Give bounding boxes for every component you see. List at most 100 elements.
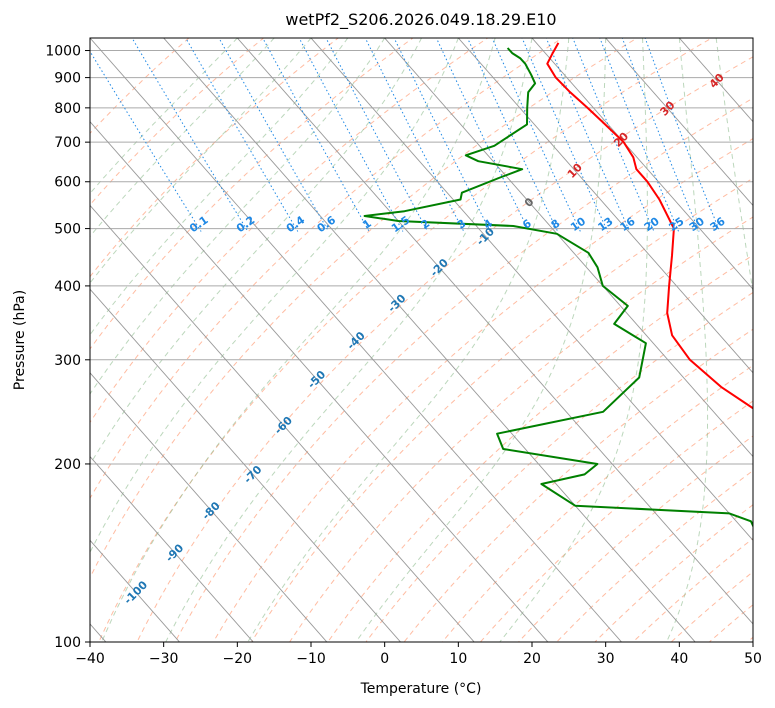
y-tick-label: 200 bbox=[54, 457, 81, 473]
mixing-ratio-label: 1 bbox=[360, 217, 374, 232]
mixing-ratio-label: 2 bbox=[419, 217, 433, 232]
isotherm-label: -60 bbox=[272, 414, 295, 437]
y-tick-label: 600 bbox=[54, 175, 81, 191]
dry-adiabat bbox=[90, 38, 489, 424]
x-axis-label: Temperature (°C) bbox=[360, 681, 482, 697]
dry-adiabat bbox=[479, 400, 753, 642]
dry-adiabat bbox=[90, 38, 414, 350]
x-tick-label: −20 bbox=[223, 651, 253, 667]
mixing-ratio-line bbox=[491, 38, 581, 232]
mixing-ratio-label: 0.1 bbox=[187, 213, 210, 235]
mixing-ratio-line bbox=[435, 38, 530, 232]
isotherm-line bbox=[90, 372, 328, 642]
isotherm-label: -70 bbox=[241, 463, 264, 486]
y-tick-label: 800 bbox=[54, 101, 81, 117]
y-tick-label: 100 bbox=[54, 635, 81, 651]
isotherm-line bbox=[163, 38, 696, 642]
dry-adiabat bbox=[174, 97, 753, 642]
chart-title: wetPf2_S206.2026.049.18.29.E10 bbox=[285, 10, 556, 30]
x-tick-label: 30 bbox=[597, 651, 615, 667]
mixing-ratio-line bbox=[185, 38, 299, 232]
moist-adiabat bbox=[165, 38, 533, 642]
isotherm-line bbox=[0, 26, 56, 669]
mixing-ratio-line bbox=[599, 38, 680, 232]
isotherm-label: -100 bbox=[121, 578, 150, 607]
isotherm-label: 30 bbox=[658, 98, 678, 118]
mixing-ratio-label: 1.5 bbox=[389, 213, 412, 235]
isotherm-line bbox=[605, 38, 753, 207]
dry-adiabat bbox=[289, 216, 753, 642]
y-tick-label: 300 bbox=[54, 353, 81, 369]
x-tick-label: 20 bbox=[523, 651, 541, 667]
moist-adiabat bbox=[666, 38, 709, 642]
isotherm-line bbox=[752, 38, 753, 39]
mixing-ratio-label: 20 bbox=[642, 214, 662, 234]
isotherm-line bbox=[90, 288, 402, 642]
isotherm-label: 40 bbox=[707, 71, 727, 91]
mixing-ratio-line bbox=[90, 50, 202, 232]
moist-adiabat bbox=[90, 38, 275, 238]
moist-adiabat bbox=[715, 38, 753, 296]
x-tick-label: 50 bbox=[744, 651, 762, 667]
isotherm-label: -50 bbox=[305, 368, 328, 391]
x-tick-label: −10 bbox=[296, 651, 326, 667]
dry-adiabat bbox=[90, 38, 340, 278]
dry-adiabat bbox=[403, 328, 753, 642]
isotherm-label: -40 bbox=[345, 329, 368, 352]
mixing-ratio-label: 0.2 bbox=[234, 213, 257, 235]
moist-adiabat bbox=[90, 38, 312, 284]
isotherm-line bbox=[90, 38, 623, 642]
dry-adiabat bbox=[632, 537, 753, 642]
isotherm-label: -20 bbox=[428, 256, 451, 279]
y-tick-label: 700 bbox=[54, 135, 81, 151]
isotherm-line bbox=[310, 38, 753, 541]
isotherm-label: -90 bbox=[163, 541, 186, 564]
moist-adiabat bbox=[90, 38, 422, 466]
moist-adiabat bbox=[90, 38, 238, 195]
isotherm-line bbox=[90, 121, 549, 642]
profile-lines bbox=[363, 42, 753, 529]
x-axis: −40 −30 −20 −10 0 10 20 30 40 50 bbox=[75, 642, 762, 667]
isotherm-line bbox=[90, 455, 254, 642]
mixing-ratio-line bbox=[572, 38, 655, 232]
dewpoint-line bbox=[363, 47, 753, 529]
isotherm-line bbox=[531, 38, 753, 290]
dry-adiabat bbox=[98, 38, 713, 642]
mixing-ratio-label: 16 bbox=[618, 214, 638, 234]
plot-frame bbox=[89, 37, 754, 643]
x-tick-label: −30 bbox=[149, 651, 179, 667]
dry-adiabat bbox=[327, 254, 753, 642]
dry-adiabat bbox=[755, 26, 775, 668]
dry-adiabat bbox=[517, 435, 753, 642]
isotherm-label: -30 bbox=[385, 292, 408, 315]
isotherm-line bbox=[678, 38, 753, 123]
mixing-ratio-label: 36 bbox=[708, 214, 728, 234]
mixing-ratio-line bbox=[218, 38, 330, 232]
isotherm-label: -80 bbox=[200, 499, 223, 522]
y-tick-label: 500 bbox=[54, 222, 81, 238]
y-tick-label: 900 bbox=[54, 71, 81, 87]
x-tick-label: 10 bbox=[449, 651, 467, 667]
isotherm-label: 0 bbox=[522, 195, 537, 210]
moist-adiabat bbox=[247, 38, 570, 642]
y-tick-label: 1000 bbox=[45, 44, 81, 60]
mixing-ratio-line bbox=[545, 38, 631, 232]
moist-adiabat bbox=[90, 38, 349, 336]
isotherm-line bbox=[457, 38, 753, 374]
moist-adiabat bbox=[90, 38, 386, 395]
dry-adiabat bbox=[365, 291, 753, 642]
dry-adiabat bbox=[212, 138, 753, 642]
x-tick-label: 40 bbox=[670, 651, 688, 667]
mixing-ratio-line bbox=[621, 38, 700, 232]
mixing-ratio-line bbox=[325, 38, 429, 232]
dry-adiabat bbox=[250, 177, 753, 642]
dry-adiabat bbox=[594, 504, 753, 642]
mixing-ratio-label: 10 bbox=[568, 214, 588, 234]
mixing-ratio-line bbox=[262, 38, 370, 232]
dry-adiabat bbox=[136, 56, 753, 642]
y-axis-label: Pressure (hPa) bbox=[12, 290, 28, 390]
isotherm-line bbox=[384, 38, 753, 458]
mixing-ratio-line bbox=[131, 38, 249, 232]
isotherm-line bbox=[236, 38, 753, 625]
